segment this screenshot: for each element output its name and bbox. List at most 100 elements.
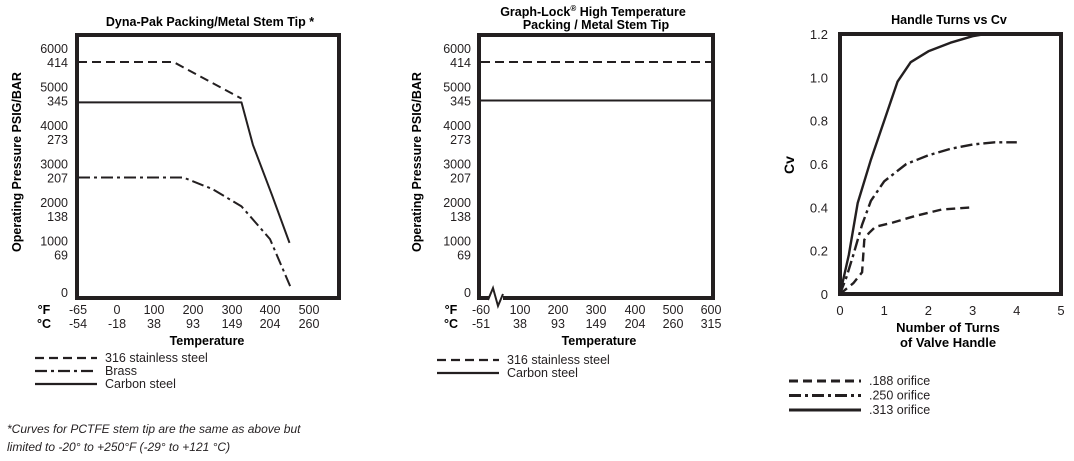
chart-handle-turns-cv: Handle Turns vs Cv Cv 0 0.2 0.4 0.6 0.8 1.0 1.… bbox=[781, 13, 1065, 417]
chart2-x-tick-f-5: 500 bbox=[663, 303, 684, 317]
chart2-y-tick-psig-5: 5000 bbox=[443, 81, 471, 95]
chart1-y-tick-psig-1: 1000 bbox=[40, 235, 68, 249]
chart1-y-tick-bar-6: 414 bbox=[47, 56, 68, 70]
chart3-y-tick-5: 1.0 bbox=[810, 70, 828, 85]
chart1-x-tick-c-0: -54 bbox=[69, 317, 87, 331]
chart1-x-tick-f-1: 0 bbox=[114, 303, 121, 317]
chart2-x-unit-c: °C bbox=[444, 317, 458, 331]
chart2-title-brand: Graph-Lock bbox=[500, 5, 570, 19]
chart2-y-tick-psig-1: 1000 bbox=[443, 235, 471, 249]
chart1-legend-label-0: 316 stainless steel bbox=[105, 351, 208, 365]
chart2-x-tick-c-1: 38 bbox=[513, 317, 527, 331]
chart2-axis-break-zigzag bbox=[487, 284, 504, 310]
chart3-x-axis-label-line2: of Valve Handle bbox=[900, 335, 996, 350]
chart2-y-axis-label: Operating Pressure PSIG/BAR bbox=[410, 72, 424, 252]
chart3-line--250-orifice bbox=[838, 141, 1017, 295]
chart1-y-tick-psig-5: 5000 bbox=[40, 81, 68, 95]
chart1-plot-frame bbox=[75, 33, 341, 300]
chart2-x-tick-c-3: 149 bbox=[586, 317, 607, 331]
chart3-x-tick-2: 2 bbox=[925, 303, 932, 318]
chart3-y-axis-label: Cv bbox=[781, 156, 797, 174]
chart3-line--313-orifice bbox=[838, 32, 987, 295]
chart1-y-tick-bar-1: 69 bbox=[54, 249, 68, 263]
chart3-y-ticks: 0 0.2 0.4 0.6 0.8 1.0 1.2 bbox=[810, 27, 828, 302]
chart2-title-reg: ® bbox=[570, 4, 576, 13]
chart2-x-tick-f-0: -60 bbox=[472, 303, 490, 317]
chart3-y-tick-0: 0 bbox=[821, 287, 828, 302]
chart2-x-tick-c-6: 315 bbox=[701, 317, 722, 331]
chart1-y-tick-bar-4: 273 bbox=[47, 133, 68, 147]
chart3-line--188-orifice bbox=[839, 206, 973, 295]
chart2-legend-label-0: 316 stainless steel bbox=[507, 353, 610, 367]
chart3-y-tick-6: 1.2 bbox=[810, 27, 828, 42]
chart1-y-tick-psig-6: 6000 bbox=[40, 42, 68, 56]
chart1-legend-label-1: Brass bbox=[105, 364, 137, 378]
chart2-title-line1: Graph-Lock® High Temperature bbox=[500, 4, 686, 19]
chart2-axis-break bbox=[487, 284, 504, 310]
chart-dyna-pak: Dyna-Pak Packing/Metal Stem Tip * Operat… bbox=[7, 15, 341, 454]
chart2-title-line2: Packing / Metal Stem Tip bbox=[523, 18, 670, 32]
chart1-x-unit-f: °F bbox=[38, 303, 51, 317]
chart2-plot-frame bbox=[477, 33, 715, 300]
chart3-y-tick-3: 0.6 bbox=[810, 157, 828, 172]
chart1-line-brass bbox=[78, 176, 293, 290]
chart2-series bbox=[481, 61, 711, 102]
chart3-y-tick-4: 0.8 bbox=[810, 114, 828, 129]
chart2-x-tick-c-4: 204 bbox=[625, 317, 646, 331]
chart2-y-tick-psig-4: 4000 bbox=[443, 119, 471, 133]
chart2-x-axis-label: Temperature bbox=[562, 334, 637, 348]
chart1-x-tick-c-6: 260 bbox=[299, 317, 320, 331]
chart2-y-tick-bar-1: 69 bbox=[457, 249, 471, 263]
chart2-legend-label-1: Carbon steel bbox=[507, 366, 578, 380]
chart2-x-tick-c-0: -51 bbox=[472, 317, 490, 331]
chart2-y-tick-bar-2: 138 bbox=[450, 210, 471, 224]
chart2-x-tick-c-2: 93 bbox=[551, 317, 565, 331]
chart1-y-tick-psig-4: 4000 bbox=[40, 119, 68, 133]
chart3-series bbox=[838, 32, 1017, 295]
chart3-x-tick-3: 3 bbox=[969, 303, 976, 318]
chart1-x-axis-label: Temperature bbox=[170, 334, 245, 348]
chart2-y-tick-psig-2: 2000 bbox=[443, 196, 471, 210]
chart1-x-tick-f-0: -65 bbox=[69, 303, 87, 317]
chart2-x-tick-f-2: 200 bbox=[548, 303, 569, 317]
chart3-y-tick-1: 0.2 bbox=[810, 244, 828, 259]
chart1-footnote-line2: limited to -20° to +250°F (-29° to +121 … bbox=[7, 440, 230, 454]
chart1-line-316-stainless-steel bbox=[78, 61, 242, 100]
chart2-y-tick-psig-0: 0 bbox=[464, 286, 471, 300]
chart2-x-tick-f-3: 300 bbox=[586, 303, 607, 317]
chart1-x-tick-c-4: 149 bbox=[222, 317, 243, 331]
chart3-x-tick-5: 5 bbox=[1057, 303, 1064, 318]
chart1-footnote-line1: *Curves for PCTFE stem tip are the same … bbox=[7, 422, 301, 436]
chart2-x-tick-f-1: 100 bbox=[510, 303, 531, 317]
chart1-y-tick-psig-3: 3000 bbox=[40, 158, 68, 172]
chart1-x-tick-f-6: 500 bbox=[299, 303, 320, 317]
chart2-y-tick-bar-3: 207 bbox=[450, 172, 471, 186]
chart3-y-tick-2: 0.4 bbox=[810, 200, 828, 215]
chart1-y-tick-bar-2: 138 bbox=[47, 210, 68, 224]
chart2-x-tick-f-4: 400 bbox=[625, 303, 646, 317]
chart3-legend-label-1: .250 orifice bbox=[869, 389, 930, 403]
chart1-y-axis-label: Operating Pressure PSIG/BAR bbox=[10, 72, 24, 252]
chart2-y-tick-bar-4: 273 bbox=[450, 133, 471, 147]
chart1-y-tick-psig-0: 0 bbox=[61, 286, 68, 300]
chart3-x-axis-label-line1: Number of Turns bbox=[896, 320, 1000, 335]
chart1-x-tick-c-2: 38 bbox=[147, 317, 161, 331]
chart1-y-tick-bar-3: 207 bbox=[47, 172, 68, 186]
chart2-title-rest: High Temperature bbox=[576, 5, 686, 19]
chart3-legend-label-0: .188 orifice bbox=[869, 374, 930, 388]
chart1-series bbox=[78, 61, 293, 290]
chart-graph-lock: Graph-Lock® High Temperature Packing / M… bbox=[410, 4, 721, 380]
chart1-line-carbon-steel bbox=[78, 101, 291, 244]
chart1-legend-label-2: Carbon steel bbox=[105, 377, 176, 391]
chart1-title: Dyna-Pak Packing/Metal Stem Tip * bbox=[106, 15, 314, 29]
chart1-x-unit-c: °C bbox=[37, 317, 51, 331]
chart3-x-tick-4: 4 bbox=[1013, 303, 1020, 318]
chart1-x-tick-f-2: 100 bbox=[144, 303, 165, 317]
chart3-x-tick-1: 1 bbox=[881, 303, 888, 318]
chart1-x-tick-c-1: -18 bbox=[108, 317, 126, 331]
chart2-x-tick-f-6: 600 bbox=[701, 303, 722, 317]
